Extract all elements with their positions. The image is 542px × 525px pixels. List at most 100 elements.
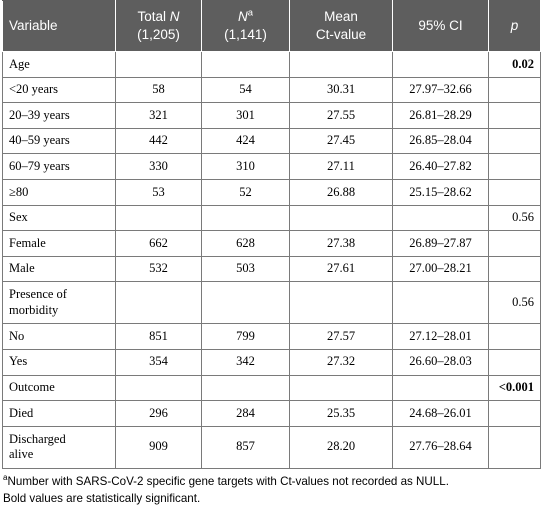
cell-total-n: 53 (115, 178, 202, 206)
cell-ci: 26.85–28.04 (392, 127, 489, 155)
cell-p-value (488, 255, 541, 283)
cell-n: 628 (201, 230, 290, 257)
cell-total-n: 296 (115, 400, 202, 427)
cell-n (201, 51, 290, 78)
cell-p-value (488, 127, 541, 155)
ct-value-table: Variable Total N (1,205) Na (1,141) Mean… (2, 0, 541, 469)
group-row: Age 0.02 (2, 51, 541, 78)
table-row: <20 years 58 54 30.31 27.97–32.66 (2, 76, 541, 104)
cell-mean-ct: 25.35 (289, 400, 393, 427)
row-label: 60–79 years (2, 153, 116, 180)
row-label: 40–59 years (2, 127, 116, 155)
cell-n: 799 (201, 323, 290, 350)
cell-ci: 27.76–28.64 (392, 425, 489, 469)
table-row: Discharged alive 909 857 28.20 27.76–28.64 (2, 425, 541, 469)
row-label: Sex (2, 204, 116, 232)
cell-ci: 24.68–26.01 (392, 400, 489, 427)
cell-ci (392, 51, 489, 78)
cell-total-n (115, 281, 202, 325)
cell-ci: 27.00–28.21 (392, 255, 489, 283)
row-label-line-1: Discharged (9, 431, 66, 446)
cell-p-value: <0.001 (488, 374, 541, 402)
cell-ci (392, 204, 489, 232)
header-n: Na (1,141) (201, 0, 290, 52)
cell-total-n: 662 (115, 230, 202, 257)
cell-total-n: 321 (115, 102, 202, 129)
row-label: Discharged alive (2, 425, 116, 469)
cell-total-n (115, 374, 202, 402)
table-row: Male 532 503 27.61 27.00–28.21 (2, 255, 541, 283)
cell-total-n: 909 (115, 425, 202, 469)
cell-mean-ct: 27.55 (289, 102, 393, 129)
cell-mean-ct (289, 204, 393, 232)
cell-total-n (115, 51, 202, 78)
cell-p-value (488, 323, 541, 350)
row-label: Male (2, 255, 116, 283)
row-label: Female (2, 230, 116, 257)
row-label: 20–39 years (2, 102, 116, 129)
cell-ci (392, 281, 489, 325)
cell-mean-ct (289, 281, 393, 325)
cell-total-n: 442 (115, 127, 202, 155)
cell-n: 54 (201, 76, 290, 104)
table-row: ≥80 53 52 26.88 25.15–28.62 (2, 178, 541, 206)
cell-mean-ct: 27.61 (289, 255, 393, 283)
table-row: Female 662 628 27.38 26.89–27.87 (2, 230, 541, 257)
cell-mean-ct (289, 374, 393, 402)
row-label-line-2: alive (9, 447, 34, 462)
group-row: Sex 0.56 (2, 204, 541, 232)
table-footnote: aNumber with SARS-CoV-2 specific gene ta… (2, 473, 540, 507)
header-ci: 95% CI (392, 0, 489, 52)
cell-p-value (488, 230, 541, 257)
row-label: <20 years (2, 76, 116, 104)
row-label: Age (2, 51, 116, 78)
cell-p-value: 0.56 (488, 281, 541, 325)
cell-p-value (488, 153, 541, 180)
row-label: ≥80 (2, 178, 116, 206)
cell-n: 301 (201, 102, 290, 129)
row-label: No (2, 323, 116, 350)
header-mean-ct: Mean Ct-value (289, 0, 393, 52)
row-label: Presence of morbidity (2, 281, 116, 325)
footnote-line-1: aNumber with SARS-CoV-2 specific gene ta… (3, 472, 449, 488)
table-row: No 851 799 27.57 27.12–28.01 (2, 323, 541, 350)
cell-mean-ct: 27.32 (289, 348, 393, 376)
cell-ci: 26.89–27.87 (392, 230, 489, 257)
row-label-line-2: morbidity (9, 302, 59, 317)
cell-p-value (488, 348, 541, 376)
cell-ci: 27.97–32.66 (392, 76, 489, 104)
group-row: Presence of morbidity 0.56 (2, 281, 541, 325)
cell-mean-ct: 27.11 (289, 153, 393, 180)
table-row: 40–59 years 442 424 27.45 26.85–28.04 (2, 127, 541, 155)
cell-ci: 27.12–28.01 (392, 323, 489, 350)
cell-n (201, 204, 290, 232)
cell-p-value: 0.56 (488, 204, 541, 232)
cell-ci: 26.60–28.03 (392, 348, 489, 376)
cell-n: 424 (201, 127, 290, 155)
header-variable: Variable (2, 0, 116, 52)
table-row: Yes 354 342 27.32 26.60–28.03 (2, 348, 541, 376)
cell-p-value: 0.02 (488, 51, 541, 78)
cell-mean-ct: 27.45 (289, 127, 393, 155)
table-row: 60–79 years 330 310 27.11 26.40–27.82 (2, 153, 541, 180)
table-row: Died 296 284 25.35 24.68–26.01 (2, 400, 541, 427)
cell-ci: 26.40–27.82 (392, 153, 489, 180)
cell-p-value (488, 102, 541, 129)
row-label: Died (2, 400, 116, 427)
cell-n: 342 (201, 348, 290, 376)
cell-ci: 26.81–28.29 (392, 102, 489, 129)
cell-total-n: 330 (115, 153, 202, 180)
header-total-n: Total N (1,205) (115, 0, 202, 52)
header-row: Variable Total N (1,205) Na (1,141) Mean… (2, 0, 541, 52)
cell-mean-ct (289, 51, 393, 78)
cell-p-value (488, 425, 541, 469)
cell-total-n (115, 204, 202, 232)
cell-mean-ct: 26.88 (289, 178, 393, 206)
table-container: Variable Total N (1,205) Na (1,141) Mean… (2, 0, 541, 507)
cell-p-value (488, 400, 541, 427)
cell-n (201, 281, 290, 325)
cell-total-n: 851 (115, 323, 202, 350)
cell-n (201, 374, 290, 402)
cell-n: 52 (201, 178, 290, 206)
cell-total-n: 58 (115, 76, 202, 104)
